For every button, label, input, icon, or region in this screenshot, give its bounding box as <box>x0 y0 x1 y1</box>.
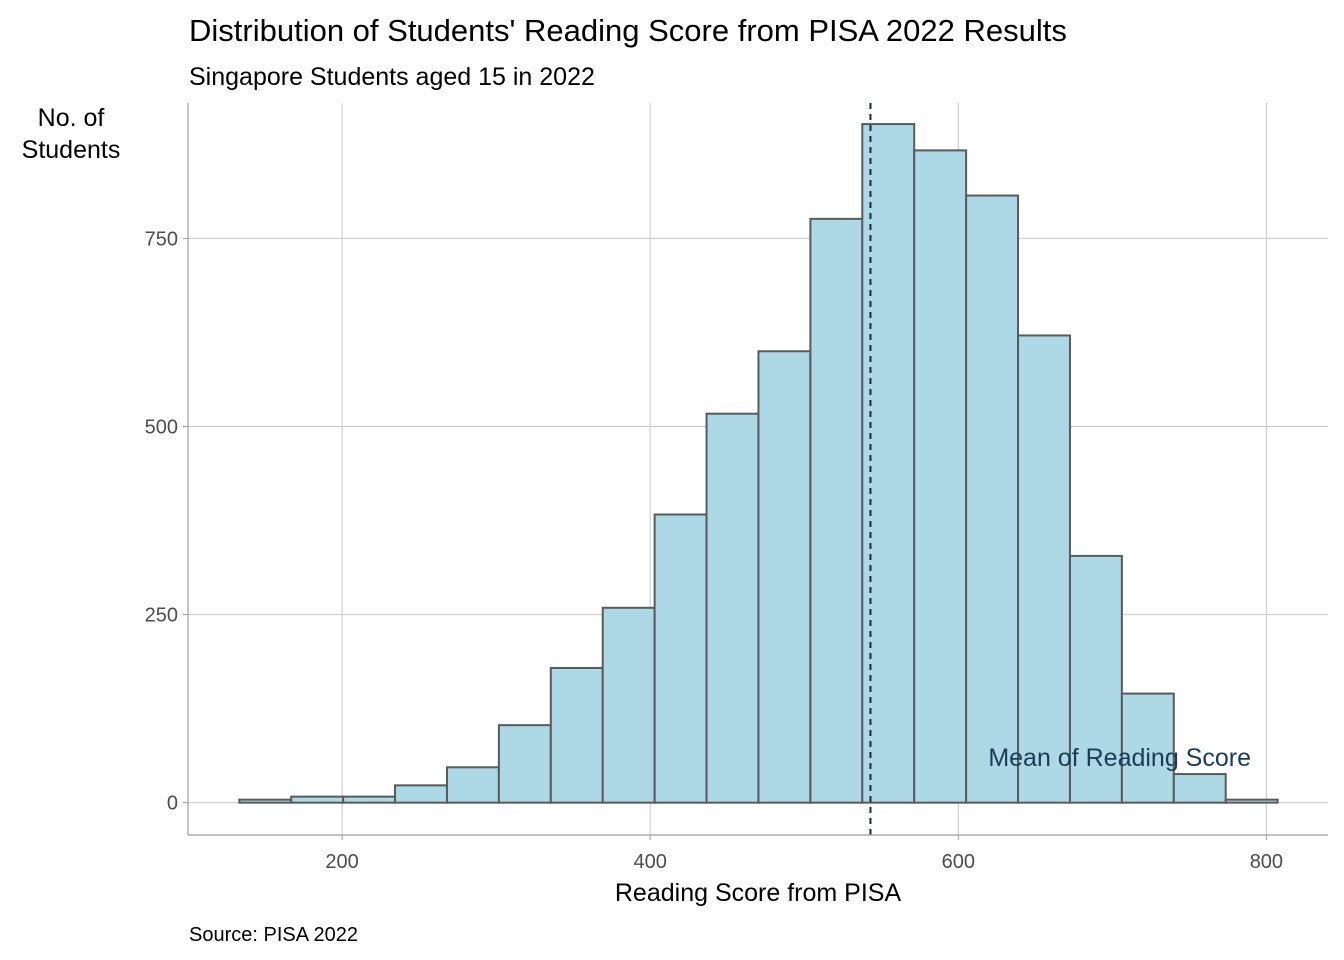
histogram-bars <box>238 123 1279 804</box>
histogram-bar <box>601 606 656 804</box>
histogram-bar <box>965 194 1020 804</box>
histogram-bar <box>1224 798 1279 804</box>
histogram-bar <box>497 724 552 804</box>
y-tick-label: 750 <box>145 228 178 250</box>
chart-title: Distribution of Students' Reading Score … <box>189 13 1067 48</box>
histogram-bar <box>238 798 293 804</box>
y-axis-label-line1: No. of <box>38 104 105 132</box>
x-tick-label: 400 <box>633 851 666 873</box>
histogram-bar <box>705 412 760 804</box>
histogram-bar <box>913 149 968 804</box>
y-tick-label: 0 <box>167 793 178 815</box>
histogram-bar <box>1120 692 1175 804</box>
histogram-bar <box>445 766 500 804</box>
source-caption: Source: PISA 2022 <box>189 924 358 946</box>
x-tick-label: 800 <box>1250 851 1283 873</box>
y-tick-label: 250 <box>145 605 178 627</box>
chart-subtitle: Singapore Students aged 15 in 2022 <box>189 63 595 91</box>
histogram-bar <box>342 795 397 804</box>
histogram-bar <box>809 217 864 804</box>
histogram-bar <box>1172 773 1227 804</box>
tick-labels: 0 250 500 750 200 400 600 800 <box>145 228 1283 873</box>
x-axis-label: Reading Score from PISA <box>615 879 902 907</box>
axes <box>187 103 1328 836</box>
histogram-bar <box>394 784 448 804</box>
x-tick-label: 600 <box>942 851 975 873</box>
histogram-bar <box>757 350 812 804</box>
histogram-bar <box>1017 334 1071 804</box>
x-tick-label: 200 <box>325 851 358 873</box>
y-tick-label: 500 <box>145 416 178 438</box>
histogram-bar <box>1068 554 1123 804</box>
histogram-bar <box>549 666 604 804</box>
mean-line-label: Mean of Reading Score <box>988 744 1251 772</box>
histogram-bar <box>653 513 708 804</box>
y-axis-label-line2: Students <box>22 136 121 164</box>
histogram-bar <box>290 795 345 804</box>
